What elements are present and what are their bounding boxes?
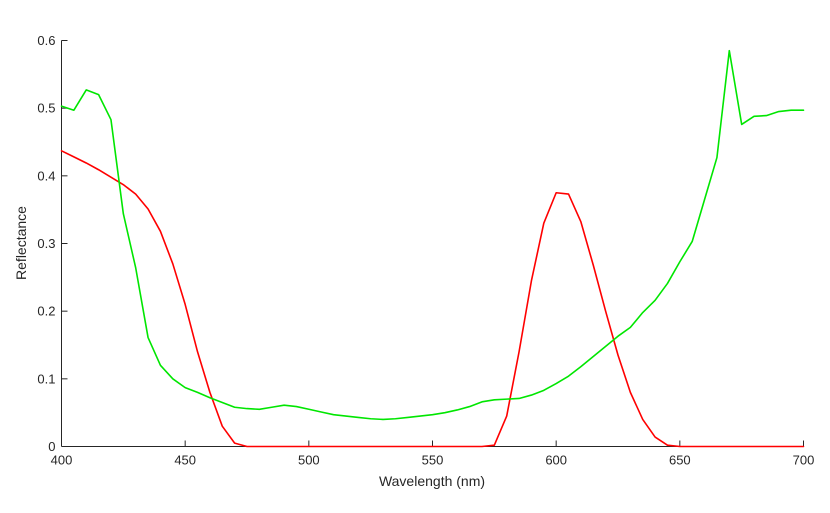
y-tick-label: 0.2 — [37, 304, 55, 319]
y-tick-label: 0.1 — [37, 371, 55, 386]
y-tick-label: 0.4 — [37, 168, 55, 183]
y-tick-label: 0.5 — [37, 101, 55, 116]
x-tick-label: 500 — [298, 453, 320, 468]
x-axis-title: Wavelength (nm) — [379, 473, 485, 489]
series-layer — [60, 49, 805, 448]
y-axis-title: Reflectance — [13, 206, 29, 280]
green-series-line — [60, 49, 805, 421]
y-tick-label: 0.6 — [37, 33, 55, 48]
x-tick-label: 650 — [669, 453, 691, 468]
y-tick-label: 0.3 — [37, 236, 55, 251]
y-tick-label: 0 — [48, 439, 55, 454]
x-tick-label: 450 — [174, 453, 196, 468]
x-tick-label: 550 — [422, 453, 444, 468]
axes — [61, 40, 804, 447]
x-ticks: 400 450 500 550 600 650 700 — [51, 440, 815, 468]
y-ticks: 0 0.1 0.2 0.3 0.4 0.5 0.6 — [37, 33, 68, 454]
x-tick-label: 400 — [51, 453, 73, 468]
x-tick-label: 700 — [793, 453, 815, 468]
red-series-line — [60, 150, 805, 448]
x-tick-label: 600 — [545, 453, 567, 468]
